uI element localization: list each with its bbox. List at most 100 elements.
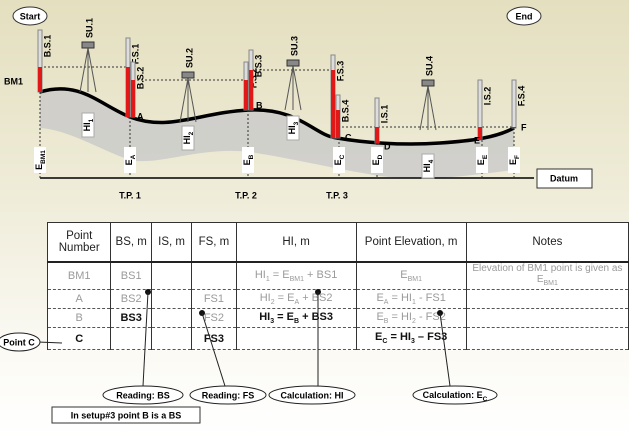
elevation-box bbox=[508, 147, 520, 173]
text-part: HI bbox=[287, 125, 297, 134]
staff-label: B.S.3 bbox=[253, 55, 263, 78]
text-part: + BS2 bbox=[299, 291, 333, 304]
level-instrument bbox=[81, 41, 95, 49]
text-part: + BS1 bbox=[304, 268, 338, 281]
callout-label: Calculation: EC bbox=[423, 390, 488, 403]
instrument-label: SU.2 bbox=[184, 48, 194, 68]
table-cell: EBM1 bbox=[355, 261, 467, 290]
table-cell: EC = HI3 – FS3 bbox=[355, 327, 467, 350]
table-cell bbox=[465, 289, 629, 309]
text-part: E bbox=[508, 159, 518, 165]
table-cell: C bbox=[46, 327, 112, 350]
turning-point-label: T.P. 2 bbox=[235, 190, 257, 200]
staff-reading bbox=[38, 67, 42, 92]
text-part: = E bbox=[269, 268, 290, 281]
elevation-label: EBM1 bbox=[34, 150, 47, 170]
elevation-box bbox=[34, 147, 46, 173]
subscript: 3 bbox=[270, 318, 275, 326]
callout-bubble bbox=[268, 385, 356, 405]
elevation-label: EF bbox=[508, 155, 521, 165]
text-part: E bbox=[34, 164, 44, 170]
staff-label: B.S.1 bbox=[42, 35, 52, 58]
callout-bubble bbox=[189, 385, 267, 405]
table-cell bbox=[465, 327, 629, 350]
point-label: D bbox=[384, 141, 391, 151]
subscript: D bbox=[377, 154, 384, 159]
staff-reading bbox=[131, 80, 135, 117]
start-marker bbox=[12, 6, 48, 26]
end-marker bbox=[506, 6, 542, 26]
staff-label: F.S.1 bbox=[130, 44, 140, 65]
table-cell bbox=[150, 308, 193, 328]
subscript: A bbox=[383, 299, 389, 307]
staff-reading bbox=[126, 67, 130, 117]
subscript: 2 bbox=[412, 318, 416, 326]
header-cell: Notes bbox=[465, 222, 629, 263]
subscript: 3 bbox=[410, 338, 415, 346]
staff-reading bbox=[478, 127, 482, 140]
table-row: A BS2 FS1 HI2 = EA + BS2 EA = HI1 - FS1 bbox=[46, 289, 629, 309]
text-part: = HI bbox=[387, 331, 411, 344]
subscript: 1 bbox=[88, 118, 95, 122]
callout-label: Reading: BS bbox=[116, 390, 170, 400]
end-label: End bbox=[516, 11, 533, 21]
elevation-box bbox=[476, 147, 488, 173]
text-part: E bbox=[476, 159, 486, 165]
header-cell: HI, m bbox=[235, 222, 357, 263]
callout-bubble bbox=[412, 385, 498, 405]
table-cell: BS1 bbox=[110, 261, 152, 290]
staff-label: F.S.3 bbox=[335, 61, 345, 82]
hi-label: HI4 bbox=[422, 159, 435, 172]
text-part: E bbox=[400, 268, 408, 281]
point-label: B bbox=[256, 100, 263, 110]
table-row: B BS3 FS2 HI3 = EB + BS3 EB = HI2 - FS2 bbox=[46, 308, 629, 328]
staff-label: B.S.2 bbox=[135, 67, 145, 90]
table-cell: A bbox=[46, 289, 112, 309]
bm1-label: BM1 bbox=[4, 76, 23, 86]
subscript: A bbox=[294, 299, 300, 307]
elevation-box bbox=[371, 147, 383, 173]
text-part: E bbox=[376, 310, 384, 323]
point-label: C bbox=[345, 132, 352, 142]
elevation-label: EB bbox=[242, 154, 255, 165]
tripod-leg bbox=[427, 85, 437, 131]
elevation-label: EC bbox=[333, 154, 346, 165]
staff-reading bbox=[249, 70, 253, 110]
table-row: C FS3 EC = HI3 – FS3 bbox=[46, 327, 629, 350]
header-cell: IS, m bbox=[150, 222, 193, 263]
table-cell bbox=[465, 308, 629, 328]
subscript: B bbox=[383, 318, 389, 326]
subscript: BM1 bbox=[543, 280, 558, 287]
hi-label: HI2 bbox=[182, 131, 195, 144]
table-cell: Elevation of BM1 point is given as EBM1 bbox=[465, 261, 629, 290]
table-cell: HI1 = EBM1 + BS1 bbox=[235, 261, 357, 290]
text-part: - FS1 bbox=[415, 291, 446, 304]
staff-label: F.S.4 bbox=[516, 86, 526, 107]
elevation-label: EA bbox=[124, 154, 137, 165]
subscript: A bbox=[130, 154, 137, 159]
hi-label: HI3 bbox=[287, 121, 300, 134]
subscript: BM1 bbox=[407, 276, 423, 284]
staff-reading bbox=[375, 127, 379, 143]
staff-label: I.S.2 bbox=[482, 87, 492, 106]
table-cell: HI2 = EA + BS2 bbox=[235, 289, 357, 309]
hi-label-box bbox=[181, 125, 195, 151]
table-cell: BS2 bbox=[110, 289, 152, 309]
tripod-leg bbox=[292, 65, 302, 111]
start-label: Start bbox=[20, 11, 41, 21]
text-part: = E bbox=[274, 291, 295, 304]
tripod-leg bbox=[87, 47, 97, 93]
table-cell: B bbox=[46, 308, 112, 328]
level-instrument bbox=[181, 71, 195, 79]
subscript: 4 bbox=[428, 159, 435, 163]
text-part: HI bbox=[254, 268, 266, 281]
table-cell: BS3 bbox=[110, 308, 152, 328]
point-c-callout bbox=[0, 332, 41, 352]
staff-label: I.S.1 bbox=[379, 105, 389, 124]
tripod-leg bbox=[419, 85, 429, 131]
header-cell: BS, m bbox=[110, 222, 152, 263]
text-part: HI bbox=[82, 122, 92, 131]
text-part: + BS3 bbox=[299, 310, 333, 323]
subscript: 1 bbox=[412, 299, 416, 307]
subscript: BM1 bbox=[289, 276, 304, 284]
